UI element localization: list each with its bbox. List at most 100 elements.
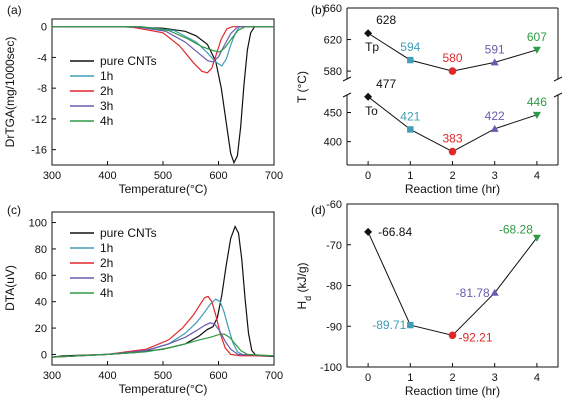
- y-tick-label-1-lower-0: 400: [324, 137, 342, 149]
- x-tick-label-0-4: 700: [265, 170, 283, 182]
- data-point-1-1-3: [490, 124, 499, 132]
- data-label-3-4: -68.28: [499, 223, 533, 237]
- data-label-1-1-0: 477: [376, 77, 396, 91]
- data-point-3-4: [532, 234, 541, 242]
- x-axis-label-0: Temperature(°C): [119, 182, 208, 196]
- data-label-1-0-4: 607: [527, 30, 547, 44]
- y-tick-label-1-upper-1: 620: [324, 35, 342, 47]
- panel-label-0: (a): [7, 3, 22, 17]
- data-label-1-1-2: 383: [442, 132, 462, 146]
- data-label-3-3: -81.78: [456, 286, 490, 300]
- axis-break-mark-lower-1: [553, 92, 563, 98]
- axis-break-mark-upper-0: [342, 76, 352, 82]
- y-tick-label-0-4: -16: [31, 145, 47, 157]
- x-tick-label-2-0: 300: [43, 370, 61, 382]
- legend-label-2-1: 1h: [100, 241, 113, 255]
- y-tick-label-3-3: -90: [326, 321, 342, 333]
- y-tick-label-0-3: -12: [31, 114, 47, 126]
- x-tick-label-1-1: 1: [407, 170, 413, 182]
- y-axis-label-1: T (°C): [295, 71, 309, 103]
- series-name-1-1: To: [365, 104, 378, 118]
- x-tick-label-2-3: 600: [209, 370, 227, 382]
- x-tick-label-3-0: 0: [365, 372, 371, 384]
- data-point-3-1: [407, 321, 414, 329]
- data-point-1-1-2: [448, 147, 457, 156]
- legend-label-0-1: 1h: [100, 69, 113, 83]
- x-tick-label-0-2: 500: [154, 170, 172, 182]
- x-tick-label-3-3: 3: [492, 372, 498, 384]
- panel-label-3: (d): [311, 203, 326, 217]
- data-point-3-2: [448, 331, 457, 340]
- x-tick-label-0-3: 600: [209, 170, 227, 182]
- y-axis-label-2: DTA(uV): [3, 265, 17, 311]
- legend-label-0-3: 3h: [100, 99, 113, 113]
- series-line-2-2: [51, 295, 274, 358]
- x-tick-label-1-4: 4: [534, 170, 540, 182]
- y-tick-label-0-2: -8: [37, 83, 47, 95]
- y-tick-label-3-2: -80: [326, 281, 342, 293]
- y-tick-label-1-lower-1: 450: [324, 108, 342, 120]
- x-axis-label-3: Reaction time (hr): [405, 384, 500, 398]
- x-axis-label-1: Reaction time (hr): [405, 182, 500, 196]
- y-tick-label-0-1: -4: [37, 52, 47, 64]
- data-label-1-0-1: 594: [400, 40, 420, 54]
- x-tick-label-2-2: 500: [154, 370, 172, 382]
- y-tick-label-1-upper-2: 660: [324, 3, 342, 15]
- series-line-2-3: [51, 322, 275, 358]
- series-line-0-4: [52, 26, 274, 53]
- axis-break-mark-upper-1: [553, 76, 563, 82]
- series-line-2-4: [51, 333, 275, 358]
- y-axis-label-0: DrTGA(mg/1000sec): [3, 37, 17, 148]
- data-point-3-0: [364, 227, 373, 236]
- data-label-3-2: -92.21: [459, 330, 493, 344]
- x-tick-label-0-1: 400: [98, 170, 116, 182]
- data-label-3-0: -66.84: [378, 225, 412, 239]
- series-line-2-0: [51, 225, 275, 358]
- data-point-1-1-0: [364, 92, 373, 101]
- legend-label-0-2: 2h: [100, 84, 113, 98]
- data-point-1-0-3: [490, 58, 499, 66]
- data-point-1-0-1: [407, 56, 414, 64]
- panel-label-1: (b): [311, 3, 326, 17]
- data-point-3-3: [490, 288, 499, 296]
- legend-label-2-2: 2h: [100, 256, 113, 270]
- x-tick-label-1-2: 2: [449, 170, 455, 182]
- series-name-1-0: Tp: [365, 40, 379, 54]
- y-tick-label-3-1: -70: [326, 240, 342, 252]
- y-tick-label-0-0: 0: [41, 22, 47, 34]
- panel-label-2: (c): [7, 203, 21, 217]
- data-point-1-0-0: [364, 29, 373, 38]
- legend-label-2-4: 4h: [100, 286, 113, 300]
- data-label-1-0-0: 628: [376, 13, 396, 27]
- data-label-1-1-4: 446: [527, 95, 547, 109]
- x-tick-label-1-3: 3: [492, 170, 498, 182]
- y-tick-label-2-5: 100: [29, 218, 47, 230]
- y-tick-label-1-upper-0: 580: [324, 66, 342, 78]
- y-tick-label-3-0: -60: [326, 199, 342, 211]
- x-tick-label-3-4: 4: [534, 372, 540, 384]
- x-tick-label-3-2: 2: [449, 372, 455, 384]
- y-tick-label-2-0: 0: [41, 349, 47, 361]
- series-line-0-2: [52, 26, 274, 74]
- x-tick-label-2-1: 400: [98, 370, 116, 382]
- y-tick-label-3-4: -100: [320, 362, 342, 374]
- x-tick-label-2-4: 700: [265, 370, 283, 382]
- data-label-1-0-2: 580: [442, 51, 462, 65]
- plot-frame-0: [51, 18, 275, 166]
- x-axis-label-2: Temperature(°C): [119, 382, 208, 396]
- axis-break-mark-lower-0: [342, 92, 352, 98]
- data-label-3-1: -89.71: [372, 318, 406, 332]
- x-tick-label-0-0: 300: [43, 170, 61, 182]
- y-axis-label-3: Hd (kJ/g): [295, 262, 313, 309]
- data-point-1-1-1: [407, 126, 414, 133]
- x-tick-label-3-1: 1: [407, 372, 413, 384]
- legend-label-0-0: pure CNTs: [100, 54, 157, 68]
- data-label-1-1-1: 421: [400, 109, 420, 123]
- y-tick-label-2-3: 60: [35, 270, 47, 282]
- legend-label-2-3: 3h: [100, 271, 113, 285]
- data-point-1-0-4: [532, 46, 541, 54]
- legend-label-2-0: pure CNTs: [100, 226, 157, 240]
- legend-label-0-4: 4h: [100, 114, 113, 128]
- data-point-1-0-2: [448, 67, 457, 75]
